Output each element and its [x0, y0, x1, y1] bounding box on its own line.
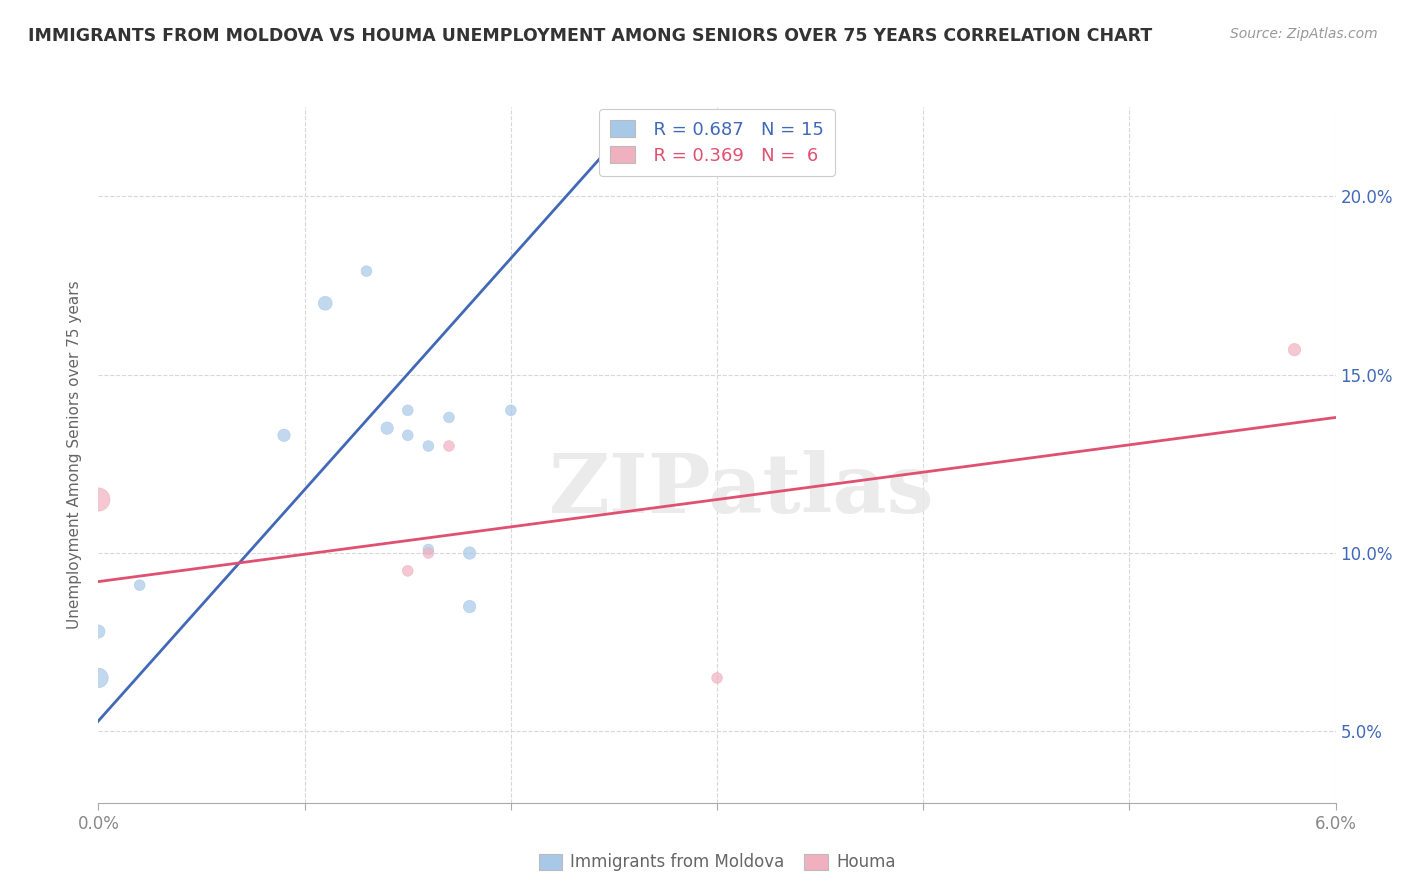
Point [396, 564, 419, 578]
Point [87, 671, 110, 685]
Text: ZIPatlas: ZIPatlas [550, 450, 935, 530]
Y-axis label: Unemployment Among Seniors over 75 years: Unemployment Among Seniors over 75 years [67, 281, 83, 629]
Point [1284, 343, 1306, 357]
Point [418, 542, 440, 557]
Point [499, 403, 522, 417]
Text: Source: ZipAtlas.com: Source: ZipAtlas.com [1230, 27, 1378, 41]
Point [437, 439, 460, 453]
Point [87, 492, 110, 507]
Point [437, 410, 460, 425]
Point [418, 439, 440, 453]
Point [706, 671, 728, 685]
Legend: Immigrants from Moldova, Houma: Immigrants from Moldova, Houma [531, 847, 903, 878]
Text: IMMIGRANTS FROM MOLDOVA VS HOUMA UNEMPLOYMENT AMONG SENIORS OVER 75 YEARS CORREL: IMMIGRANTS FROM MOLDOVA VS HOUMA UNEMPLO… [28, 27, 1153, 45]
Point [396, 403, 419, 417]
Point [458, 546, 481, 560]
Point [273, 428, 295, 442]
Point [87, 624, 110, 639]
Point [128, 578, 150, 592]
Point [375, 421, 398, 435]
Point [418, 546, 440, 560]
Point [396, 428, 419, 442]
Point [356, 264, 378, 278]
Point [314, 296, 336, 310]
Point [458, 599, 481, 614]
